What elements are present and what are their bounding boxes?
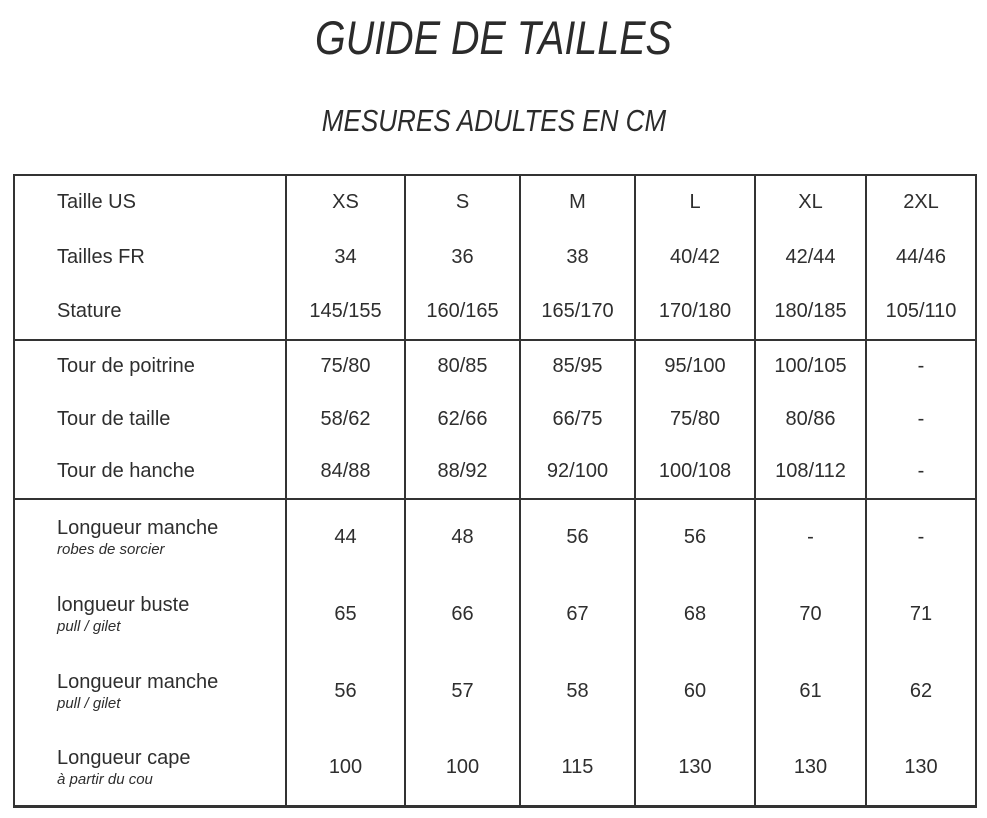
row-label: Stature bbox=[57, 300, 122, 323]
body-measurements-block: Tour de poitrine 75/80 80/85 85/95 95/10… bbox=[14, 339, 976, 499]
row-label: Longueur manche bbox=[57, 517, 219, 540]
cell-value: 56 bbox=[519, 498, 635, 576]
cell-value: 61 bbox=[754, 652, 866, 730]
table-row-longueur-cape: Longueur cape à partir du cou 100 100 11… bbox=[14, 729, 976, 807]
row-sublabel: robes de sorcier bbox=[57, 541, 165, 559]
row-label: Tour de poitrine bbox=[57, 355, 195, 378]
cell-value: 66/75 bbox=[519, 392, 635, 446]
cell-value: 100 bbox=[285, 729, 405, 807]
row-sublabel: à partir du cou bbox=[57, 771, 153, 789]
row-label: Longueur manche bbox=[57, 670, 219, 693]
row-label-cell: longueur buste pull / gilet bbox=[14, 576, 286, 653]
table-row-stature: Stature 145/155 160/165 165/170 170/180 … bbox=[14, 284, 976, 340]
page-title-text: GUIDE DE TAILLES bbox=[315, 11, 672, 64]
cell-value: 108/112 bbox=[754, 445, 866, 499]
cell-value: 56 bbox=[285, 652, 405, 730]
row-label-cell: Longueur cape à partir du cou bbox=[14, 730, 286, 807]
cell-value: - bbox=[865, 498, 976, 576]
cell-value: 80/86 bbox=[754, 392, 866, 446]
row-sublabel: pull / gilet bbox=[57, 617, 121, 635]
cell-value: 130 bbox=[754, 729, 866, 807]
cell-value: 130 bbox=[865, 729, 976, 807]
table-row-longueur-manche-robes: Longueur manche robes de sorcier 44 48 5… bbox=[14, 498, 976, 576]
cell-value: 85/95 bbox=[519, 339, 635, 393]
cell-value: 105/110 bbox=[865, 284, 976, 340]
cell-value: 160/165 bbox=[404, 284, 520, 340]
cell-value: 115 bbox=[519, 729, 635, 807]
cell-value: 95/100 bbox=[634, 339, 755, 393]
row-label: Tailles FR bbox=[57, 245, 145, 268]
cell-value: 34 bbox=[285, 229, 405, 285]
cell-value: 70 bbox=[754, 575, 866, 653]
cell-value: 38 bbox=[519, 229, 635, 285]
table-row-longueur-manche-pull: Longueur manche pull / gilet 56 57 58 60… bbox=[14, 652, 976, 730]
cell-value: 80/85 bbox=[404, 339, 520, 393]
cell-value: - bbox=[865, 339, 976, 393]
cell-value: 67 bbox=[519, 575, 635, 653]
cell-value: 68 bbox=[634, 575, 755, 653]
cell-value: 75/80 bbox=[285, 339, 405, 393]
cell-value: 180/185 bbox=[754, 284, 866, 340]
row-label: Longueur cape bbox=[57, 747, 191, 770]
cell-value: 92/100 bbox=[519, 445, 635, 499]
cell-value: XL bbox=[754, 174, 866, 230]
cell-value: 75/80 bbox=[634, 392, 755, 446]
cell-value: 170/180 bbox=[634, 284, 755, 340]
table-row-longueur-buste: longueur buste pull / gilet 65 66 67 68 … bbox=[14, 575, 976, 653]
page-subtitle: MESURES ADULTES EN CM bbox=[0, 102, 987, 138]
cell-value: 66 bbox=[404, 575, 520, 653]
cell-value: 60 bbox=[634, 652, 755, 730]
cell-value: 88/92 bbox=[404, 445, 520, 499]
row-sublabel: pull / gilet bbox=[57, 694, 121, 712]
cell-value: 145/155 bbox=[285, 284, 405, 340]
cell-value: 44/46 bbox=[865, 229, 976, 285]
cell-value: 2XL bbox=[865, 174, 976, 230]
cell-value: 65 bbox=[285, 575, 405, 653]
garment-measurements-block: Longueur manche robes de sorcier 44 48 5… bbox=[14, 498, 976, 807]
cell-value: S bbox=[404, 174, 520, 230]
cell-value: 58 bbox=[519, 652, 635, 730]
cell-value: 130 bbox=[634, 729, 755, 807]
row-label-cell: Longueur manche pull / gilet bbox=[14, 653, 286, 730]
cell-value: 62 bbox=[865, 652, 976, 730]
cell-value: 36 bbox=[404, 229, 520, 285]
row-label-cell: Longueur manche robes de sorcier bbox=[14, 499, 286, 576]
page-title: GUIDE DE TAILLES bbox=[0, 12, 987, 64]
cell-value: 100/105 bbox=[754, 339, 866, 393]
cell-value: XS bbox=[285, 174, 405, 230]
cell-value: 57 bbox=[404, 652, 520, 730]
row-label: Tour de taille bbox=[57, 407, 171, 430]
size-guide-table: Taille US XS S M L XL 2XL Tailles FR 34 … bbox=[13, 173, 977, 809]
cell-value: 58/62 bbox=[285, 392, 405, 446]
table-row-taille-us: Taille US XS S M L XL 2XL bbox=[14, 174, 976, 230]
cell-value: - bbox=[865, 445, 976, 499]
cell-value: 44 bbox=[285, 498, 405, 576]
table-row-tailles-fr: Tailles FR 34 36 38 40/42 42/44 44/46 bbox=[14, 229, 976, 285]
cell-value: 62/66 bbox=[404, 392, 520, 446]
cell-value: 56 bbox=[634, 498, 755, 576]
cell-value: 48 bbox=[404, 498, 520, 576]
row-label: Tour de hanche bbox=[57, 460, 195, 483]
cell-value: 40/42 bbox=[634, 229, 755, 285]
cell-value: - bbox=[754, 498, 866, 576]
table-row-tour-de-hanche: Tour de hanche 84/88 88/92 92/100 100/10… bbox=[14, 445, 976, 499]
cell-value: 100 bbox=[404, 729, 520, 807]
cell-value: 165/170 bbox=[519, 284, 635, 340]
table-row-tour-de-taille: Tour de taille 58/62 62/66 66/75 75/80 8… bbox=[14, 392, 976, 446]
page-subtitle-text: MESURES ADULTES EN CM bbox=[321, 102, 666, 138]
cell-value: 71 bbox=[865, 575, 976, 653]
cell-value: 42/44 bbox=[754, 229, 866, 285]
cell-value: M bbox=[519, 174, 635, 230]
cell-value: 84/88 bbox=[285, 445, 405, 499]
row-label: Taille US bbox=[57, 191, 136, 214]
cell-value: - bbox=[865, 392, 976, 446]
cell-value: 100/108 bbox=[634, 445, 755, 499]
table-row-tour-de-poitrine: Tour de poitrine 75/80 80/85 85/95 95/10… bbox=[14, 339, 976, 393]
cell-value: L bbox=[634, 174, 755, 230]
size-header-block: Taille US XS S M L XL 2XL Tailles FR 34 … bbox=[14, 174, 976, 340]
row-label: longueur buste bbox=[57, 593, 190, 616]
